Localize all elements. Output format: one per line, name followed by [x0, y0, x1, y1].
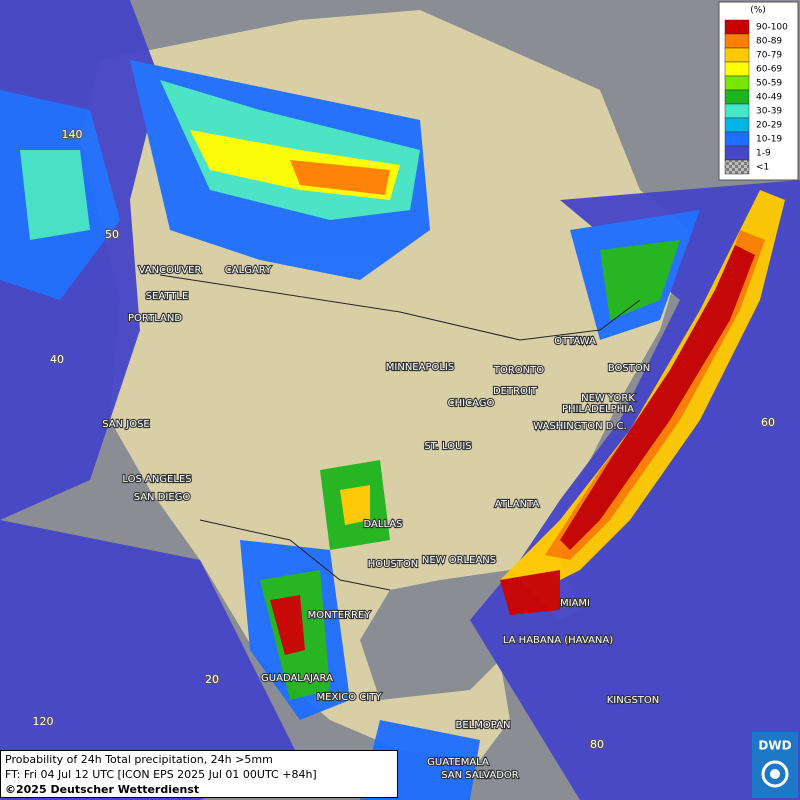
city-label: PHILADELPHIA [562, 404, 634, 415]
legend-swatch [724, 145, 750, 161]
graticule-label: 40 [50, 353, 64, 366]
city-label: PORTLAND [128, 313, 182, 324]
legend-label: 1-9 [756, 149, 771, 159]
logo-text: DWD [758, 739, 791, 753]
caption-line: ©2025 Deutscher Wetterdienst [5, 783, 200, 796]
city-label: ST. LOUIS [424, 441, 471, 452]
logo: DWD [752, 732, 798, 798]
legend-unit: (%) [750, 6, 766, 16]
graticule-label: 80 [590, 738, 604, 751]
city-label: GUATEMALA [427, 757, 489, 768]
legend-label: <1 [756, 163, 769, 173]
city-label: WASHINGTON D.C. [533, 421, 627, 432]
legend-swatch [724, 19, 750, 35]
city-label: DETROIT [493, 386, 538, 397]
graticule-label: 120 [33, 715, 54, 728]
graticule-label: 140 [62, 128, 83, 141]
graticule-label: 50 [105, 228, 119, 241]
city-label: NEW ORLEANS [422, 555, 496, 566]
city-label: KINGSTON [607, 695, 660, 706]
graticule-label: 20 [205, 673, 219, 686]
legend-label: 20-29 [756, 121, 782, 131]
city-label: SAN DIEGO [134, 492, 191, 503]
city-label: GUADALAJARA [261, 673, 333, 684]
legend-swatch [724, 75, 750, 91]
legend-label: 30-39 [756, 107, 782, 117]
city-label: ATLANTA [495, 499, 540, 510]
legend-swatch [724, 159, 750, 175]
city-label: LA HABANA (HAVANA) [503, 635, 613, 646]
city-label: MIAMI [560, 598, 590, 609]
legend-label: 70-79 [756, 51, 782, 61]
legend-swatch [724, 89, 750, 105]
city-label: NEW YORK [581, 393, 635, 404]
border [199, 519, 391, 591]
legend-swatch [724, 117, 750, 133]
legend-label: 40-49 [756, 93, 782, 103]
city-label: HOUSTON [368, 559, 419, 570]
city-label: VANCOUVER [139, 265, 202, 276]
legend-swatch [724, 131, 750, 147]
city-label: SAN SALVADOR [441, 770, 518, 781]
city-label: CHICAGO [448, 398, 495, 409]
legend-swatch [724, 103, 750, 119]
caption: Probability of 24h Total precipitation, … [0, 750, 398, 798]
caption-line: Probability of 24h Total precipitation, … [5, 753, 273, 766]
legend-label: 60-69 [756, 65, 782, 75]
legend-swatch [724, 33, 750, 49]
city-label: DALLAS [364, 519, 403, 530]
city-label: MINNEAPOLIS [386, 362, 454, 373]
legend-swatch [724, 61, 750, 77]
legend-label: 90-100 [756, 23, 788, 33]
city-label: MONTERREY [308, 610, 372, 621]
city-label: LOS ANGELES [122, 474, 191, 485]
city-label: CALGARY [225, 265, 272, 276]
city-label: SEATTLE [146, 291, 189, 302]
city-label: MEXICO CITY [317, 692, 383, 703]
city-label: OTTAWA [554, 336, 596, 347]
city-label: BOSTON [608, 363, 650, 374]
legend-label: 80-89 [756, 37, 782, 47]
legend-label: 10-19 [756, 135, 782, 145]
city-label: TORONTO [493, 365, 544, 376]
border [159, 274, 641, 341]
legend-swatch [724, 47, 750, 63]
graticule-label: 60 [761, 416, 775, 429]
city-label: SAN JOSE [102, 419, 150, 430]
legend-label: 50-59 [756, 79, 782, 89]
caption-line: FT: Fri 04 Jul 12 UTC [ICON EPS 2025 Jul… [5, 768, 317, 781]
city-label: BELMOPAN [456, 720, 511, 731]
